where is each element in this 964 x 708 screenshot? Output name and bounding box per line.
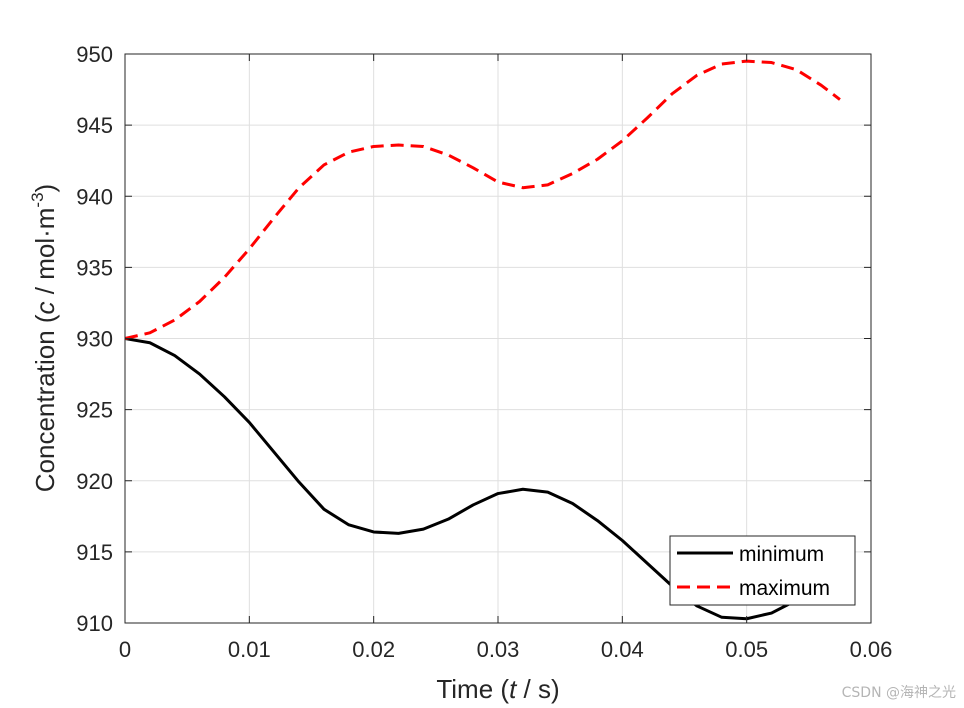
y-tick-label: 945 <box>76 113 113 138</box>
x-tick-label: 0.06 <box>850 637 893 662</box>
legend: minimum maximum <box>669 535 856 606</box>
y-tick-label: 930 <box>76 327 113 352</box>
axes-box <box>124 53 872 624</box>
y-axis-title: Concentration (c / mol·m-3) <box>28 184 60 492</box>
legend-box <box>669 535 856 606</box>
x-tick-label: 0.02 <box>352 637 395 662</box>
plot-area-frame <box>124 53 872 624</box>
series-line-maximum <box>124 59 841 340</box>
x-tick-label: 0.04 <box>601 637 644 662</box>
x-tick-label: 0.03 <box>477 637 520 662</box>
tick-labels: 0 0.01 0.02 0.03 0.04 0.05 0.06 910 915 920 925 930… <box>76 42 892 662</box>
series-layer <box>124 59 841 621</box>
y-tick-label: 920 <box>76 469 113 494</box>
x-tick-label: 0.01 <box>228 637 271 662</box>
y-tick-label: 935 <box>76 255 113 280</box>
legend-label-maximum: maximum <box>739 577 830 600</box>
y-tick-label: 925 <box>76 398 113 423</box>
y-tick-label: 910 <box>76 611 113 636</box>
watermark: CSDN @海神之光 <box>842 685 956 701</box>
y-tick-label: 950 <box>76 42 113 67</box>
grid-lines <box>124 53 872 624</box>
x-tick-label: 0.05 <box>725 637 768 662</box>
y-tick-label: 915 <box>76 540 113 565</box>
x-axis-title: Time (t / s) <box>436 674 559 704</box>
y-tick-label: 940 <box>76 184 113 209</box>
legend-label-minimum: minimum <box>739 543 824 566</box>
series-line-minimum <box>124 337 810 621</box>
x-tick-label: 0 <box>119 637 131 662</box>
